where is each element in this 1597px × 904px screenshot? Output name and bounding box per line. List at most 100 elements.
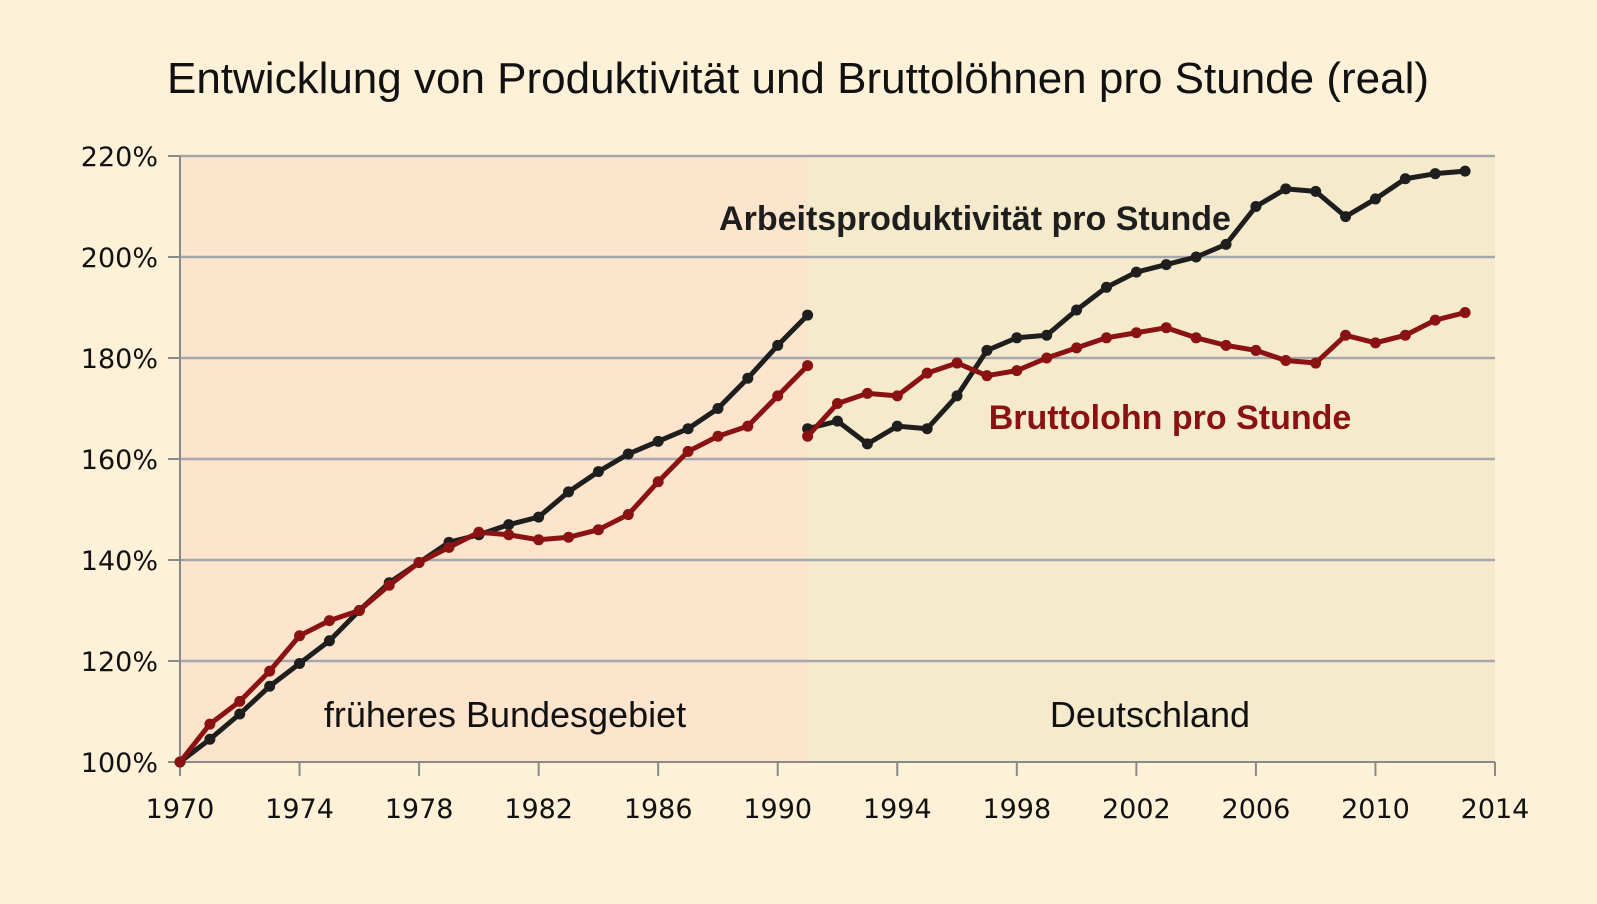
- series-1-point-1982: [533, 534, 545, 546]
- series-1-point-2000: [1071, 342, 1083, 354]
- series-1-point-2007: [1280, 355, 1292, 367]
- y-tick-label-2: 140%: [81, 546, 158, 577]
- series-1-point-1979: [443, 541, 455, 553]
- series-0-point-2009: [1340, 211, 1352, 223]
- series-1-point-2013: [1459, 307, 1471, 319]
- series-0-point-2012: [1429, 168, 1441, 180]
- series-0-point-1996: [951, 390, 963, 402]
- region-label-germany: Deutschland: [1050, 694, 1250, 735]
- series-0-point-1995: [921, 423, 933, 435]
- x-tick-label-8: 2002: [1102, 794, 1171, 825]
- series-1-point-1984: [592, 524, 604, 536]
- series-0-point-2011: [1399, 173, 1411, 185]
- series-0-point-2005: [1220, 238, 1232, 250]
- series-0-point-1973: [264, 680, 276, 692]
- series-1-point-1972: [234, 695, 246, 707]
- series-1-point-1991: [802, 360, 814, 372]
- region-label-west: früheres Bundesgebiet: [324, 694, 686, 735]
- series-0-point-1975: [323, 635, 335, 647]
- series-0-point-2001: [1100, 281, 1112, 293]
- series-1-point-1995: [921, 367, 933, 379]
- series-0-point-2004: [1190, 251, 1202, 263]
- series-0-point-1982: [533, 511, 545, 523]
- y-tick-label-3: 160%: [81, 445, 158, 476]
- series-1-point-1970: [174, 756, 186, 768]
- series-0-point-2010: [1369, 193, 1381, 205]
- series-1-point-1993: [861, 387, 873, 399]
- series-0-point-2006: [1250, 201, 1262, 212]
- series-1-point-2008: [1310, 357, 1322, 369]
- series-1-line-segment-0: [178, 363, 810, 764]
- y-tick-label-0: 100%: [81, 748, 158, 779]
- series-0-point-1981: [503, 519, 515, 531]
- series-1-point-1992: [832, 397, 843, 409]
- x-tick-label-11: 2014: [1461, 794, 1530, 825]
- y-tick-label-5: 200%: [81, 243, 158, 274]
- series-1-point-1991: [802, 430, 814, 442]
- axes: 100% 120% 140% 160% 180% 200% 220% 1970 1974 1978…: [81, 142, 1530, 825]
- series-1-point-1998: [1011, 365, 1023, 377]
- series-1-point-1977: [383, 579, 395, 591]
- series-1-point-1987: [682, 445, 694, 457]
- series-1-point-2002: [1130, 327, 1142, 339]
- x-tick-label-10: 2010: [1341, 794, 1410, 825]
- x-tick-label-6: 1994: [863, 794, 932, 825]
- x-tick-label-0: 1970: [146, 794, 215, 825]
- series-0-point-1994: [891, 420, 903, 432]
- series-0-line-segment-0: [178, 313, 810, 764]
- series-0-point-1971: [204, 733, 216, 745]
- series-1-point-1973: [264, 665, 276, 677]
- series-0-point-1990: [772, 339, 784, 351]
- series-0-point-1983: [563, 486, 575, 498]
- labels: Entwicklung von Produktivität und Brutto…: [167, 54, 1429, 735]
- series-0-point-1999: [1041, 329, 1053, 341]
- series-0-point-1988: [712, 403, 724, 414]
- series-lines: [174, 165, 1471, 768]
- wage-series-label: Bruttolohn pro Stunde: [989, 399, 1352, 437]
- series-0-point-2003: [1160, 259, 1172, 271]
- series-1-point-1976: [353, 605, 365, 616]
- series-1-point-1996: [951, 357, 963, 369]
- series-1-point-2001: [1100, 332, 1112, 344]
- x-tick-label-7: 1998: [982, 794, 1051, 825]
- series-0-point-2008: [1310, 185, 1322, 197]
- series-0-point-1974: [294, 658, 306, 670]
- series-1-point-2010: [1369, 337, 1381, 349]
- y-tick-label-4: 180%: [81, 344, 158, 375]
- series-0-point-2013: [1459, 165, 1471, 177]
- series-0-point-2002: [1130, 266, 1142, 278]
- series-0-point-1991: [802, 309, 814, 321]
- series-0-point-1997: [981, 344, 993, 356]
- series-0-point-2000: [1071, 304, 1083, 316]
- series-0-point-1998: [1011, 332, 1023, 344]
- series-1-point-1988: [712, 430, 724, 442]
- series-0-point-1993: [861, 438, 873, 450]
- chart-title: Entwicklung von Produktivität und Brutto…: [167, 54, 1429, 103]
- series-1-point-1986: [652, 476, 664, 488]
- series-1-point-2004: [1190, 332, 1202, 344]
- x-tick-label-1: 1974: [265, 794, 334, 825]
- series-1-point-1997: [981, 370, 993, 382]
- series-0-point-1989: [742, 372, 754, 384]
- series-1-point-2011: [1399, 329, 1411, 341]
- series-0-point-1992: [832, 415, 843, 427]
- productivity-series-label: Arbeitsproduktivität pro Stunde: [719, 200, 1231, 238]
- series-1-point-1975: [323, 615, 335, 627]
- series-0-point-1984: [592, 466, 604, 478]
- series-0-point-1985: [622, 448, 634, 460]
- x-tick-label-4: 1986: [624, 794, 693, 825]
- series-1-point-1989: [742, 420, 754, 432]
- series-1-point-1999: [1041, 352, 1053, 364]
- series-0-point-1987: [682, 423, 694, 435]
- series-0-point-2007: [1280, 183, 1292, 195]
- x-tick-label-2: 1978: [385, 794, 454, 825]
- series-1-point-2009: [1340, 329, 1352, 341]
- x-tick-label-9: 2006: [1222, 794, 1291, 825]
- x-tick-label-5: 1990: [743, 794, 812, 825]
- series-1-point-1983: [563, 531, 575, 543]
- series-1-point-2012: [1429, 314, 1441, 326]
- y-tick-label-1: 120%: [81, 647, 158, 678]
- y-tick-label-6: 220%: [81, 142, 158, 173]
- series-1-point-1981: [503, 529, 515, 541]
